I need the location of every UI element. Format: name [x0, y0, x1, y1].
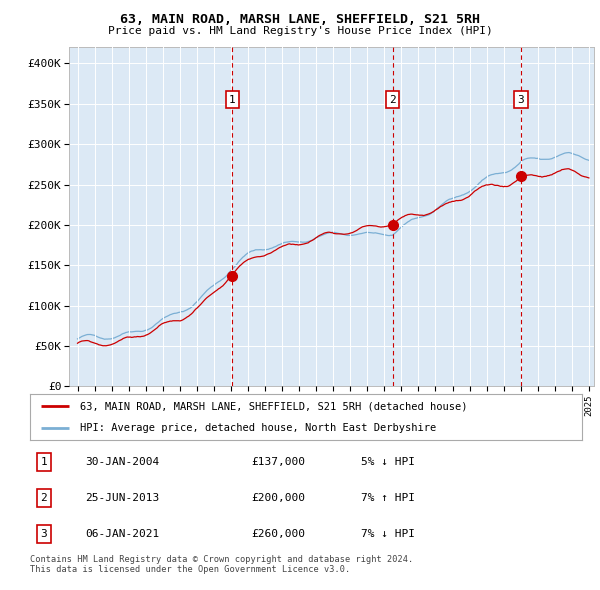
Text: £200,000: £200,000 [251, 493, 305, 503]
Text: 7% ↑ HPI: 7% ↑ HPI [361, 493, 415, 503]
Text: Price paid vs. HM Land Registry's House Price Index (HPI): Price paid vs. HM Land Registry's House … [107, 26, 493, 36]
Text: £137,000: £137,000 [251, 457, 305, 467]
Text: 06-JAN-2021: 06-JAN-2021 [85, 529, 160, 539]
Text: 1: 1 [40, 457, 47, 467]
Text: 5% ↓ HPI: 5% ↓ HPI [361, 457, 415, 467]
Text: 30-JAN-2004: 30-JAN-2004 [85, 457, 160, 467]
Text: 25-JUN-2013: 25-JUN-2013 [85, 493, 160, 503]
Text: HPI: Average price, detached house, North East Derbyshire: HPI: Average price, detached house, Nort… [80, 423, 436, 433]
Text: 1: 1 [229, 95, 236, 104]
Text: 7% ↓ HPI: 7% ↓ HPI [361, 529, 415, 539]
Text: 63, MAIN ROAD, MARSH LANE, SHEFFIELD, S21 5RH (detached house): 63, MAIN ROAD, MARSH LANE, SHEFFIELD, S2… [80, 401, 467, 411]
Text: 63, MAIN ROAD, MARSH LANE, SHEFFIELD, S21 5RH: 63, MAIN ROAD, MARSH LANE, SHEFFIELD, S2… [120, 13, 480, 26]
Text: Contains HM Land Registry data © Crown copyright and database right 2024.
This d: Contains HM Land Registry data © Crown c… [30, 555, 413, 574]
Text: 3: 3 [40, 529, 47, 539]
Text: 3: 3 [518, 95, 524, 104]
Text: £260,000: £260,000 [251, 529, 305, 539]
Text: 2: 2 [40, 493, 47, 503]
Text: 2: 2 [389, 95, 396, 104]
